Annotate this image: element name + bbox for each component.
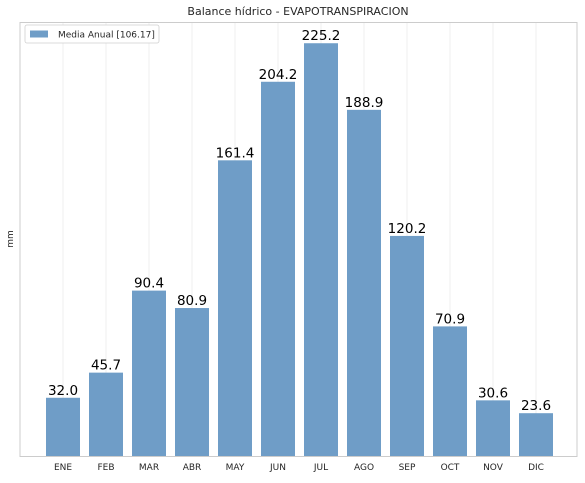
legend-swatch — [30, 30, 48, 38]
x-tick-label: AGO — [354, 463, 374, 473]
legend-box — [24, 24, 160, 44]
value-label: 80.9 — [177, 293, 207, 309]
bar-oct — [433, 326, 467, 457]
value-label: 70.9 — [435, 311, 465, 327]
value-label: 188.9 — [345, 95, 384, 111]
bar-ene — [46, 397, 80, 457]
chart-title: Balance hídrico - EVAPOTRANSPIRACION — [187, 5, 408, 18]
x-tick-label: ENE — [54, 463, 72, 473]
bar-sep — [390, 235, 424, 457]
value-label: 32.0 — [48, 383, 78, 399]
value-label: 90.4 — [134, 276, 164, 292]
x-tick-labels: ENE FEB MAR ABR MAY JUN JUL AGO SEP OCT NOV DIC — [54, 463, 544, 473]
bar-abr — [175, 308, 209, 457]
bar-nov — [476, 400, 510, 457]
value-label: 30.6 — [478, 385, 508, 401]
x-tick-label: OCT — [441, 463, 460, 473]
x-tick-label: SEP — [399, 463, 416, 473]
bar-jul — [304, 43, 338, 457]
y-axis-label: mm — [6, 230, 16, 248]
x-tick-label: ABR — [183, 463, 202, 473]
value-label: 45.7 — [91, 358, 121, 374]
bar-mar — [132, 290, 166, 457]
x-tick-label: MAR — [139, 463, 159, 473]
x-tick-label: FEB — [97, 463, 114, 473]
x-tick-label: DIC — [528, 463, 544, 473]
bar-dic — [519, 413, 553, 457]
value-label: 120.2 — [388, 221, 427, 237]
x-tick-label: JUN — [269, 463, 286, 473]
legend: Media Anual [106.17] — [24, 24, 160, 44]
value-label: 204.2 — [259, 67, 298, 83]
value-label: 161.4 — [216, 145, 255, 161]
x-tick-label: NOV — [483, 463, 504, 473]
x-tick-label: JUL — [313, 463, 328, 473]
x-tick-label: MAY — [226, 463, 245, 473]
bar-feb — [89, 372, 123, 457]
bar-jun — [261, 81, 295, 457]
value-label: 23.6 — [521, 398, 551, 414]
value-labels: 32.0 45.7 90.4 80.9 161.4 204.2 225.2 188.9 120.… — [48, 28, 551, 414]
bar-may — [218, 160, 252, 457]
plot-frame — [19, 22, 578, 457]
value-label: 225.2 — [302, 28, 341, 44]
bar-ago — [347, 109, 381, 457]
bars — [46, 43, 553, 457]
legend-label: Media Anual [106.17] — [58, 31, 155, 41]
